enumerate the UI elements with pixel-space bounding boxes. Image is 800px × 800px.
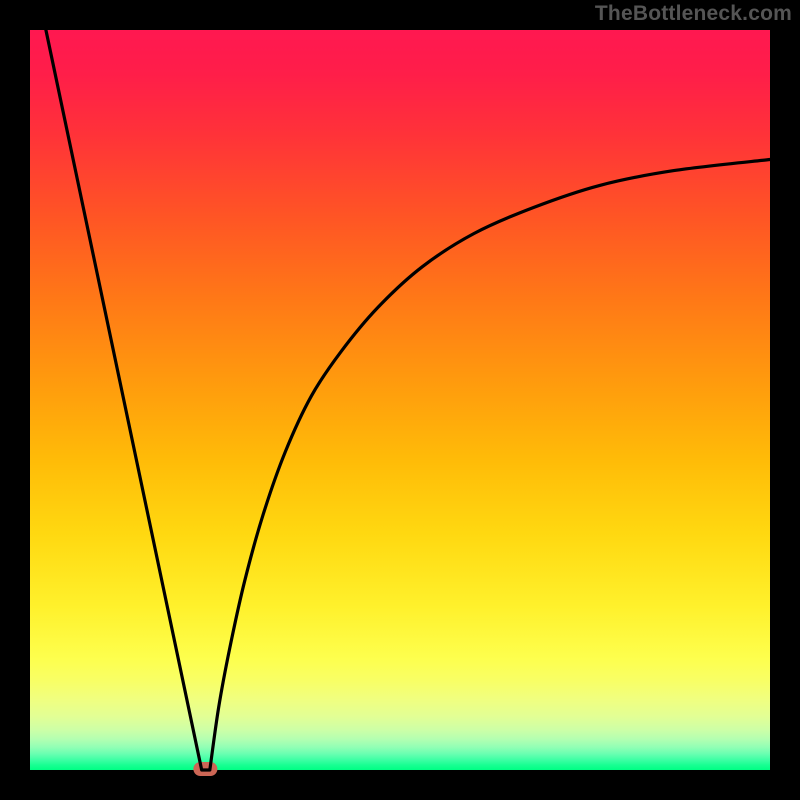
watermark-text: TheBottleneck.com [595, 2, 792, 26]
chart-container: { "watermark": { "text": "TheBottleneck.… [0, 0, 800, 800]
plot-area [30, 30, 770, 770]
chart-svg [0, 0, 800, 800]
